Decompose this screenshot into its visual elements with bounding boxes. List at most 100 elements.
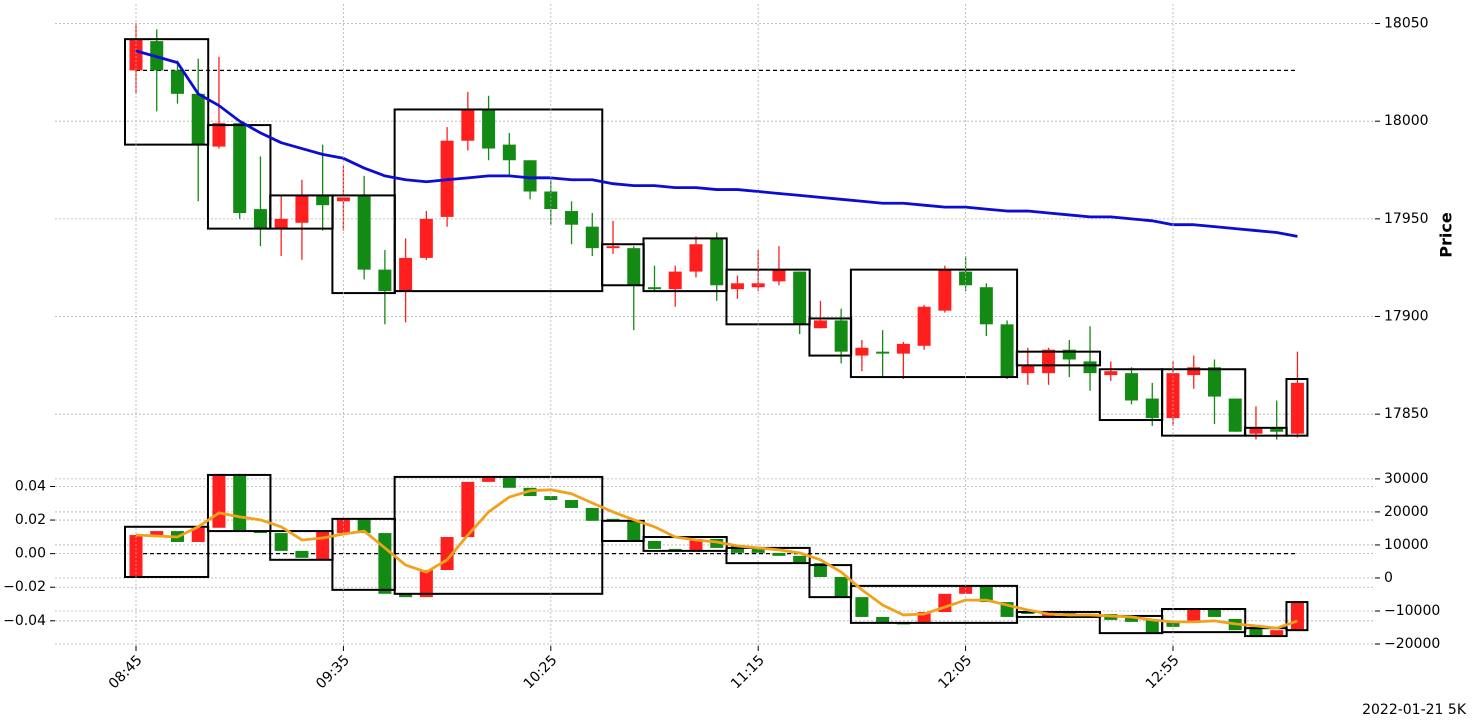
y-tick-label: 0 (1384, 570, 1393, 586)
candle-body (834, 320, 848, 352)
range-box (206, 124, 272, 230)
range-box (1285, 378, 1309, 437)
x-tick-label: 10:25 (521, 652, 561, 692)
y-tick-label: −0.02 (3, 579, 46, 595)
candle-body (419, 218, 433, 258)
candle-body (378, 269, 392, 292)
x-tick-label: 12:05 (935, 652, 975, 692)
candle-body (730, 283, 744, 290)
y-tick-label: 0.00 (15, 546, 46, 562)
candle-body (648, 287, 661, 290)
candle-body (876, 616, 890, 623)
y-tick-label: −10000 (1384, 603, 1440, 619)
candle-body (648, 540, 661, 549)
range-box (725, 268, 811, 326)
y-tick-label: 17900 (1384, 309, 1429, 325)
candle-body (979, 287, 993, 325)
range-box (124, 38, 210, 146)
candle-body (129, 39, 143, 71)
candle-body (461, 481, 475, 538)
candle-body (1270, 427, 1284, 432)
candle-body (1145, 619, 1159, 634)
y-tick-label: 0.02 (15, 512, 46, 528)
candle-body (419, 570, 433, 598)
candle-body (710, 539, 724, 548)
candle-body (627, 520, 641, 541)
candle-body (544, 496, 558, 501)
candle-body (585, 226, 599, 249)
y-tick-label: 0.04 (15, 478, 46, 494)
y-axis-label: Price (1437, 212, 1456, 258)
candle-body (834, 576, 848, 598)
candle-body (253, 209, 267, 229)
candle-body (191, 93, 205, 145)
candle-body (274, 218, 288, 229)
y-tick-label: 30000 (1384, 471, 1429, 487)
candle-body (1290, 602, 1304, 631)
candle-body (1166, 620, 1180, 627)
candle-body (502, 144, 516, 161)
candle-body (1228, 398, 1242, 432)
candle-body (855, 347, 869, 356)
candle-body (233, 473, 247, 532)
y-tick-label: 18050 (1384, 16, 1429, 32)
x-tick-label: 12:55 (1143, 652, 1183, 692)
x-tick-label: 09:35 (313, 652, 353, 692)
footer: 2022-01-21 5K (1362, 702, 1467, 718)
candle-body (1166, 373, 1180, 419)
candle-body (1145, 398, 1159, 419)
candle-body (1125, 617, 1139, 622)
candle-body (689, 539, 703, 551)
y-tick-label: 17950 (1384, 211, 1429, 227)
y-tick-label: −20000 (1384, 636, 1440, 652)
candle-body (1042, 349, 1056, 374)
candle-body (357, 195, 371, 270)
candle-body (150, 531, 164, 537)
candle-body (979, 585, 993, 603)
range-box (393, 108, 604, 293)
candle-body (896, 343, 910, 354)
range-box (124, 525, 210, 578)
candle-body (1083, 361, 1097, 374)
candle-body (793, 555, 807, 564)
candle-body (191, 527, 205, 542)
line-series (135, 49, 1298, 238)
candle-body (482, 476, 496, 482)
candle-body (959, 271, 973, 286)
range-box (1161, 368, 1247, 437)
candle-body (938, 269, 952, 311)
candle-body (876, 351, 890, 354)
x-tick-label: 11:15 (728, 652, 768, 692)
candle-body (399, 593, 413, 598)
range-box (206, 473, 272, 533)
candle-body (751, 548, 765, 553)
candle-body (1000, 324, 1014, 378)
candle-body (482, 109, 496, 149)
candle-body (170, 70, 184, 94)
candle-body (813, 320, 827, 329)
candle-body (295, 195, 309, 223)
y-tick-label: 17850 (1384, 406, 1429, 422)
candle-body (606, 246, 620, 249)
candle-body (378, 533, 392, 594)
range-box (642, 237, 728, 293)
candle-body (793, 271, 807, 325)
candle-body (1187, 367, 1201, 376)
candle-body (855, 597, 869, 617)
candle-body (917, 611, 931, 623)
candle-body (565, 500, 579, 508)
candle-body (295, 550, 309, 558)
range-box (849, 268, 1019, 379)
candle-body (1104, 371, 1118, 376)
candle-body (1290, 382, 1304, 434)
candle-body (212, 473, 226, 528)
candle-body (565, 211, 579, 225)
candle-body (1270, 630, 1284, 637)
range-box (849, 584, 1019, 624)
candle-body (502, 476, 516, 488)
y-tick-label: 10000 (1384, 537, 1429, 553)
candle-body (316, 531, 330, 560)
range-box (1285, 601, 1309, 632)
candle-body (917, 306, 931, 346)
